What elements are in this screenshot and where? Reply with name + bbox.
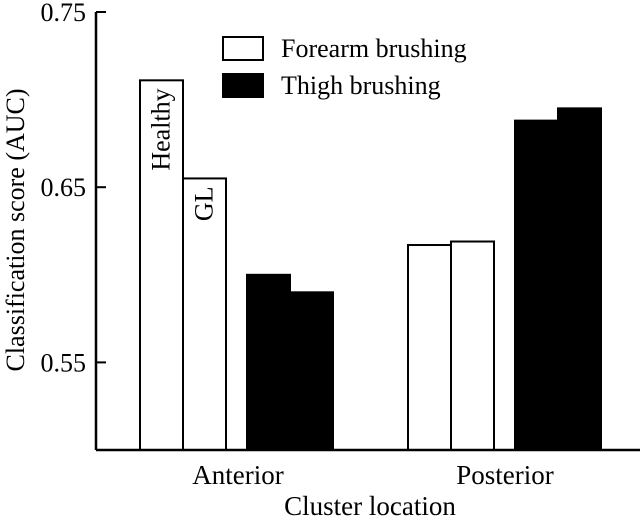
bar-anterior-forearm-healthy bbox=[139, 79, 184, 451]
legend-swatch-forearm bbox=[222, 36, 264, 61]
y-tick-label: 0.75 bbox=[41, 0, 87, 27]
bar-posterior-forearm-gl bbox=[450, 240, 495, 451]
bars-group: Healthy GL bbox=[139, 79, 602, 452]
category-label-anterior: Anterior bbox=[192, 460, 283, 490]
legend-label-thigh: Thigh brushing bbox=[281, 71, 441, 100]
y-ticks-group: 0.55 0.65 0.75 bbox=[41, 0, 106, 377]
bar-label-gl: GL bbox=[190, 186, 219, 221]
y-tick-label: 0.55 bbox=[41, 348, 87, 377]
x-axis-label: Cluster location bbox=[284, 491, 456, 520]
bar-anterior-thigh-gl bbox=[289, 291, 334, 451]
bar-label-healthy: Healthy bbox=[147, 88, 176, 170]
bar-posterior-thigh-gl bbox=[557, 107, 602, 452]
legend: Forearm brushing Thigh brushing bbox=[222, 34, 467, 100]
bar-posterior-forearm-healthy bbox=[407, 244, 452, 451]
category-label-posterior: Posterior bbox=[456, 460, 554, 490]
legend-label-forearm: Forearm brushing bbox=[281, 34, 467, 63]
bar-posterior-thigh-healthy bbox=[514, 119, 559, 452]
bar-anterior-forearm-gl bbox=[182, 177, 227, 451]
bar-anterior-thigh-healthy bbox=[246, 273, 291, 451]
y-axis-label: Classification score (AUC) bbox=[1, 88, 30, 371]
legend-swatch-thigh bbox=[222, 73, 264, 98]
y-tick-label: 0.65 bbox=[41, 173, 87, 202]
